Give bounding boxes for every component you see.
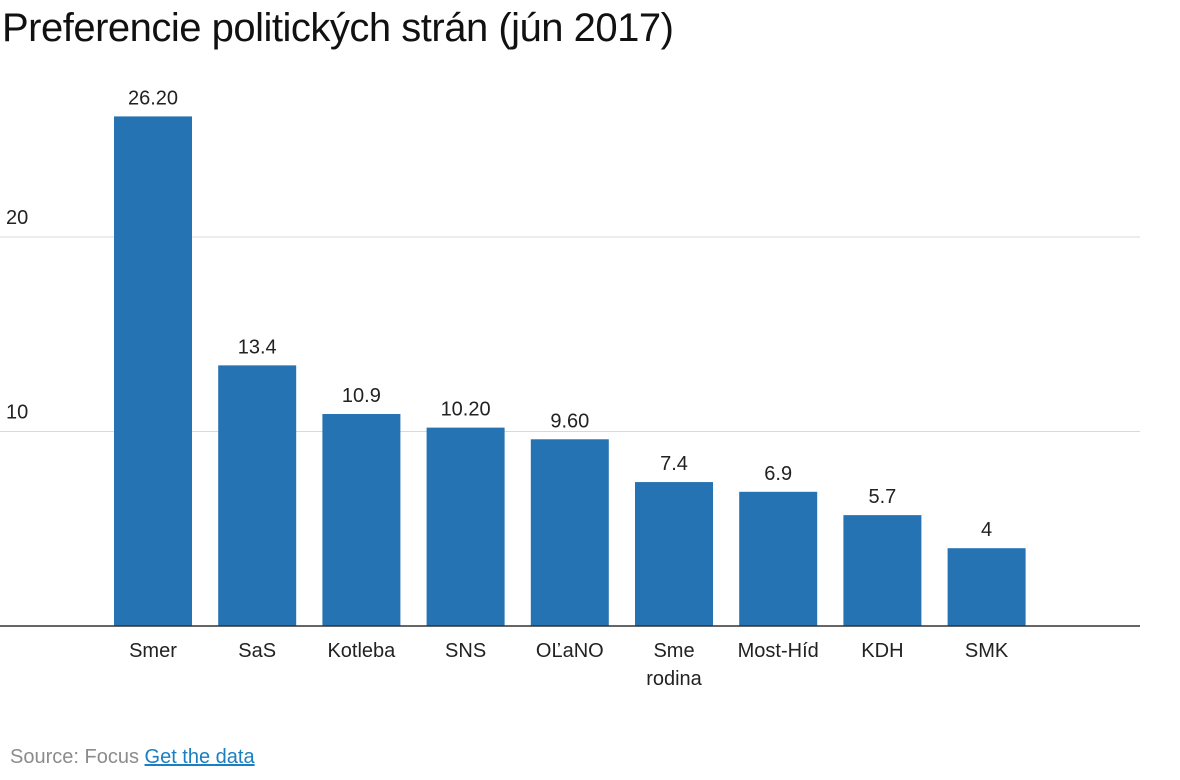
category-label: Most-Híd bbox=[738, 640, 819, 662]
category-label: KDH bbox=[861, 640, 903, 662]
category-label: SNS bbox=[445, 640, 486, 662]
bar-kotleba[interactable] bbox=[322, 413, 401, 626]
category-label: Sme bbox=[653, 640, 694, 662]
category-label: rodina bbox=[646, 668, 702, 690]
bar-smer[interactable] bbox=[114, 116, 192, 626]
chart-title: Preferencie politických strán (jún 2017) bbox=[2, 6, 674, 50]
y-tick-label-10: 10 bbox=[6, 402, 28, 424]
value-label: 4 bbox=[981, 519, 992, 541]
value-label: 13.4 bbox=[238, 336, 277, 358]
value-label: 7.4 bbox=[660, 453, 688, 475]
chart-footer: Source: Focus Get the data bbox=[10, 744, 255, 770]
category-label: SaS bbox=[238, 640, 276, 662]
bar-sns[interactable] bbox=[426, 427, 505, 626]
source-label: Source: Focus bbox=[10, 746, 139, 768]
category-label: OĽaNO bbox=[536, 640, 604, 662]
category-label: Kotleba bbox=[327, 640, 396, 662]
get-the-data-link[interactable]: Get the data bbox=[144, 746, 255, 768]
bar-sme-rodina[interactable] bbox=[635, 482, 713, 626]
y-tick-label-20: 20 bbox=[6, 207, 28, 229]
value-label: 6.9 bbox=[764, 463, 792, 485]
value-label: 10.9 bbox=[342, 385, 381, 407]
value-label: 26.20 bbox=[128, 87, 178, 109]
value-label: 9.60 bbox=[550, 410, 589, 432]
bar-most-híd[interactable] bbox=[739, 491, 818, 626]
category-label: SMK bbox=[965, 640, 1009, 662]
category-label: Smer bbox=[129, 640, 177, 662]
bar-smk[interactable] bbox=[947, 548, 1026, 626]
value-label: 10.20 bbox=[441, 399, 491, 421]
bar-kdh[interactable] bbox=[843, 515, 922, 626]
value-label: 5.7 bbox=[868, 486, 896, 508]
bar-oľano[interactable] bbox=[530, 439, 609, 626]
bar-sas[interactable] bbox=[218, 365, 297, 626]
